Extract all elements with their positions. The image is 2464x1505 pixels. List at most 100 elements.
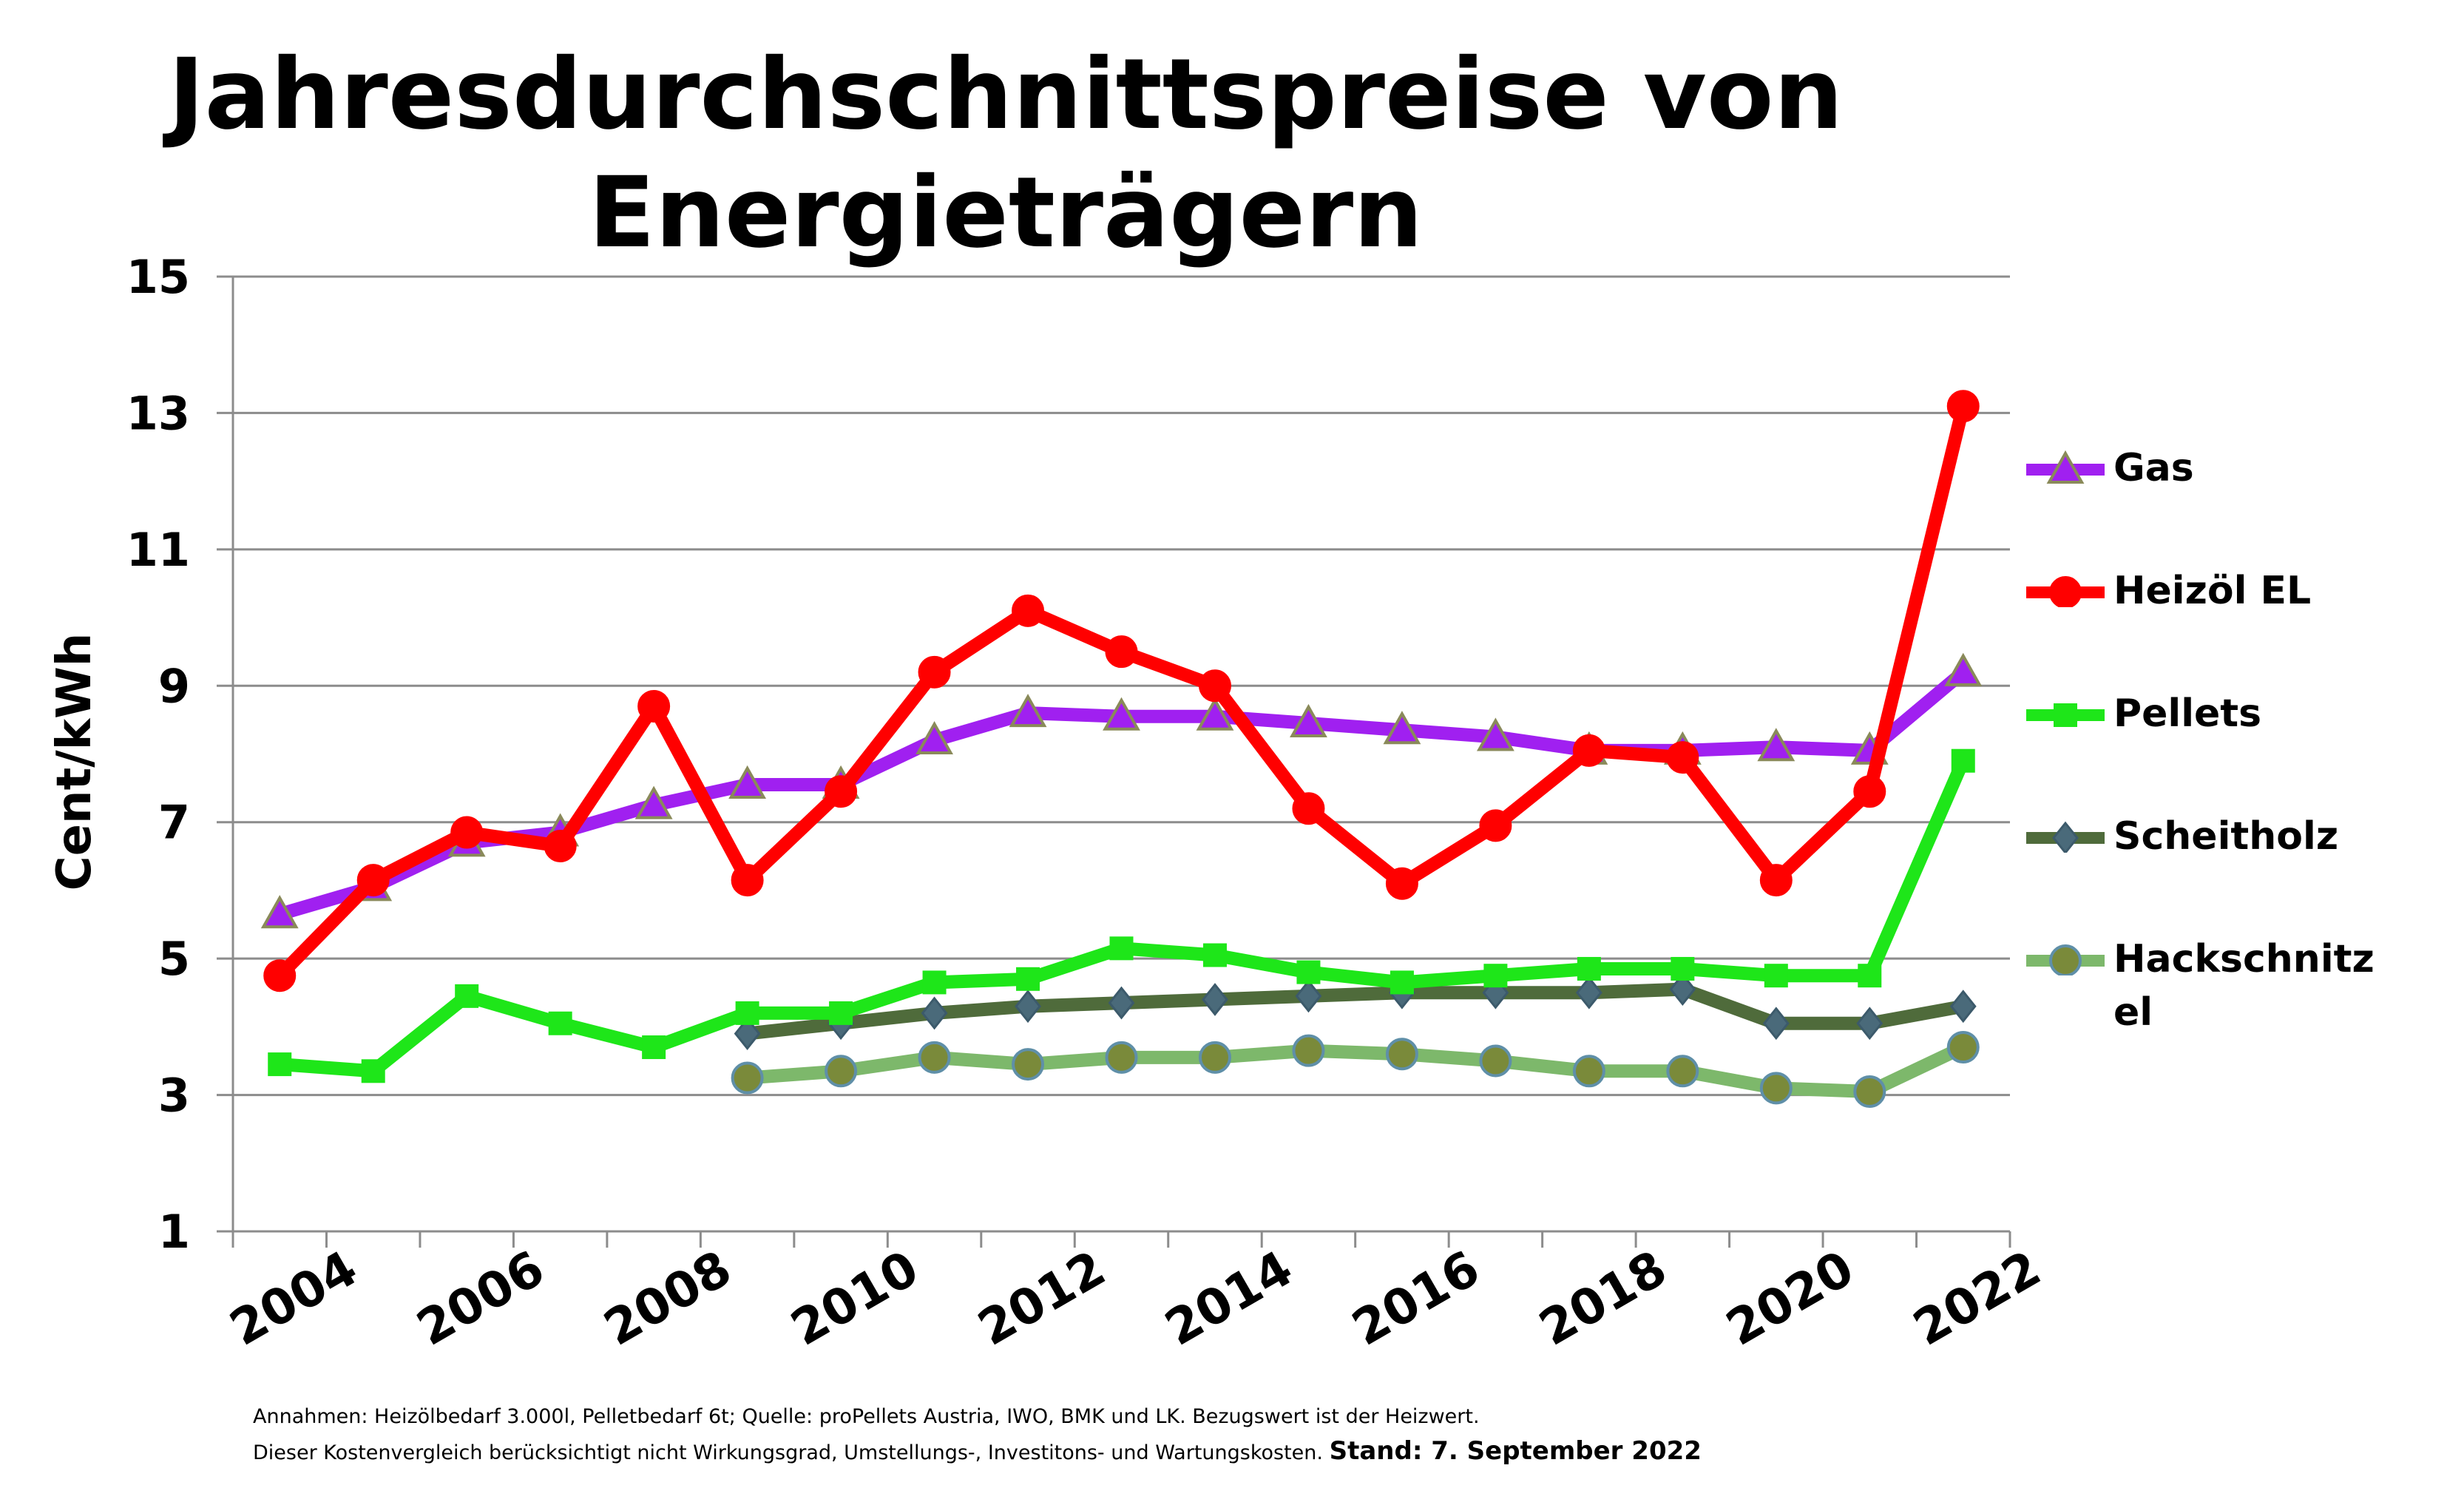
legend-item-scheitholz: Scheitholz xyxy=(2026,808,2440,931)
point-gas-2008 xyxy=(634,785,673,819)
point-gas-2022 xyxy=(1944,652,1983,686)
point-hackschnitzel-2017 xyxy=(1479,1044,1512,1078)
point-gas-2011 xyxy=(915,720,953,755)
legend-label-hackschnitzel: Hackschnitz el xyxy=(2113,937,2375,1035)
point-heiz-l-el-2010 xyxy=(825,775,858,808)
point-heiz-l-el-2018 xyxy=(1572,734,1605,767)
point-scheitholz-2014 xyxy=(1202,983,1228,1016)
point-scheitholz-2020 xyxy=(1762,1007,1790,1041)
point-pellets-2022 xyxy=(1951,748,1975,773)
legend-label-scheitholz: Scheitholz xyxy=(2113,814,2339,859)
point-pellets-2010 xyxy=(829,1001,853,1025)
point-gas-2016 xyxy=(1383,711,1421,745)
point-pellets-2004 xyxy=(268,1052,292,1077)
point-scheitholz-2021 xyxy=(1856,1007,1883,1041)
point-scheitholz-2009 xyxy=(734,1017,761,1050)
footnote-line-2: Dieser Kostenvergleich berücksichtigt ni… xyxy=(253,1436,1702,1466)
point-heiz-l-el-2013 xyxy=(1105,635,1138,669)
x-tick-label-2012: 2012 xyxy=(969,1239,1115,1357)
legend-marker-heiz-l-el xyxy=(2049,576,2082,607)
series-scheitholz xyxy=(734,973,1977,1050)
point-scheitholz-2015 xyxy=(1295,979,1322,1013)
point-pellets-2009 xyxy=(735,1001,759,1025)
point-heiz-l-el-2021 xyxy=(1853,775,1886,808)
point-hackschnitzel-2015 xyxy=(1292,1034,1325,1067)
point-gas-2012 xyxy=(1009,694,1047,728)
point-pellets-2011 xyxy=(922,970,947,995)
x-tick-label-2004: 2004 xyxy=(220,1239,367,1357)
legend-item-gas: Gas xyxy=(2026,440,2440,563)
footnote-line-1: Annahmen: Heizölbedarf 3.000l, Pelletbed… xyxy=(253,1405,1480,1428)
axes xyxy=(217,275,2011,1248)
point-hackschnitzel-2013 xyxy=(1105,1041,1138,1074)
chart-title-line-1: Jahresdurchschnittspreise von xyxy=(168,38,1844,152)
chart-title-line-2: Energieträgern xyxy=(588,156,1424,270)
point-heiz-l-el-2011 xyxy=(918,655,951,689)
legend-swatch-scheitholz xyxy=(2026,821,2105,853)
point-hackschnitzel-2019 xyxy=(1666,1055,1699,1088)
point-pellets-2014 xyxy=(1202,943,1227,967)
point-heiz-l-el-2007 xyxy=(544,829,577,862)
legend-label-heiz-l-el: Heizöl EL xyxy=(2113,569,2312,613)
legend-swatch-hackschnitzel xyxy=(2026,944,2105,975)
y-tick-label-15: 15 xyxy=(126,250,190,304)
y-tick-label-5: 5 xyxy=(158,932,190,986)
point-hackschnitzel-2009 xyxy=(731,1061,764,1095)
series-line-scheitholz xyxy=(740,982,1970,1041)
point-gas-2004 xyxy=(260,895,299,929)
legend-swatch-pellets xyxy=(2026,703,2105,727)
point-gas-2015 xyxy=(1290,703,1327,738)
x-tick-label-2022: 2022 xyxy=(1904,1239,2051,1357)
point-pellets-2015 xyxy=(1296,960,1321,984)
point-heiz-l-el-2022 xyxy=(1946,390,1980,423)
y-tick-label-7: 7 xyxy=(158,796,190,850)
point-pellets-2019 xyxy=(1671,956,1695,981)
point-heiz-l-el-2004 xyxy=(263,959,297,992)
x-tick-label-2010: 2010 xyxy=(782,1239,928,1357)
point-scheitholz-2012 xyxy=(1015,990,1041,1024)
point-pellets-2013 xyxy=(1109,936,1134,961)
series-heiz-l-el xyxy=(263,390,1980,992)
point-scheitholz-2022 xyxy=(1949,990,1977,1024)
point-pellets-2017 xyxy=(1483,964,1508,988)
y-tick-label-13: 13 xyxy=(126,386,190,440)
x-tick-label-2020: 2020 xyxy=(1717,1239,1864,1357)
point-gas-2017 xyxy=(1476,717,1514,751)
point-hackschnitzel-2020 xyxy=(1759,1072,1793,1105)
chart-title: Jahresdurchschnittspreise von Energieträ… xyxy=(0,35,2011,272)
legend-marker-hackschnitzel xyxy=(2049,944,2082,975)
point-pellets-2007 xyxy=(548,1011,572,1035)
footnote-stand: Stand: 7. September 2022 xyxy=(1329,1436,1702,1466)
y-tick-label-3: 3 xyxy=(158,1069,190,1123)
legend-marker-scheitholz xyxy=(2052,821,2079,853)
point-heiz-l-el-2009 xyxy=(731,864,764,897)
point-pellets-2005 xyxy=(361,1059,385,1083)
legend-label-pellets: Pellets xyxy=(2113,691,2262,736)
series-line-pellets xyxy=(273,754,1970,1078)
x-tick-label-2016: 2016 xyxy=(1343,1239,1489,1357)
point-heiz-l-el-2006 xyxy=(450,816,484,849)
point-gas-2014 xyxy=(1196,697,1234,731)
point-gas-2020 xyxy=(1757,728,1795,762)
legend: Gas Heizöl EL Pellets Scheitholz Hackschnitz… xyxy=(2026,440,2440,1054)
footnote-line-2-text: Dieser Kostenvergleich berücksichtigt ni… xyxy=(253,1441,1323,1464)
point-heiz-l-el-2015 xyxy=(1292,792,1325,825)
point-scheitholz-2011 xyxy=(921,996,948,1030)
point-scheitholz-2019 xyxy=(1669,973,1696,1007)
point-hackschnitzel-2012 xyxy=(1012,1048,1045,1081)
point-hackschnitzel-2011 xyxy=(918,1041,951,1074)
point-hackschnitzel-2016 xyxy=(1385,1038,1418,1071)
series-group xyxy=(260,390,1983,1108)
point-gas-2009 xyxy=(728,765,767,799)
point-hackschnitzel-2021 xyxy=(1853,1075,1886,1108)
legend-item-pellets: Pellets xyxy=(2026,686,2440,808)
legend-label-gas: Gas xyxy=(2113,446,2194,490)
legend-swatch-gas xyxy=(2026,450,2105,484)
y-tick-label-11: 11 xyxy=(126,523,190,577)
y-tick-label-1: 1 xyxy=(158,1205,190,1259)
point-pellets-2018 xyxy=(1577,956,1601,981)
point-hackschnitzel-2022 xyxy=(1946,1031,1980,1064)
legend-marker-pellets xyxy=(2054,703,2077,727)
series-hackschnitzel xyxy=(731,1031,1980,1108)
